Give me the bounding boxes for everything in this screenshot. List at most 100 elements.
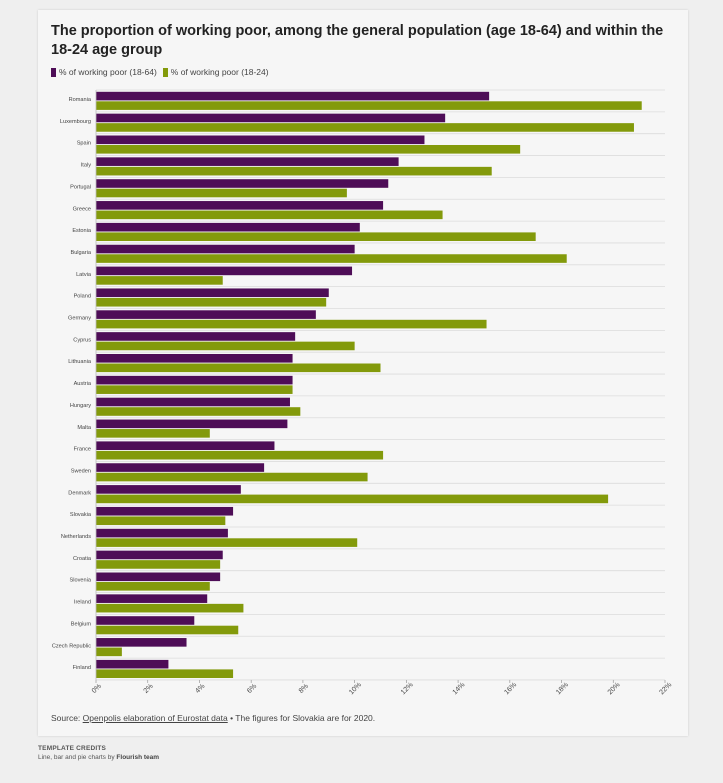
bar-18-64[interactable] — [96, 244, 355, 254]
bar-18-24[interactable] — [96, 450, 384, 460]
category-label: Bulgaria — [70, 250, 91, 256]
bar-18-24[interactable] — [96, 276, 223, 285]
bar-18-64[interactable] — [96, 157, 399, 166]
bar-18-24[interactable] — [96, 625, 239, 635]
category-label: Croatia — [73, 556, 92, 562]
credits-author[interactable]: Flourish team — [116, 754, 160, 761]
category-label: Luxembourg — [60, 119, 91, 125]
bar-18-24[interactable] — [96, 560, 221, 569]
bar-18-24[interactable] — [96, 254, 567, 263]
credits-prefix: Line, bar and pie charts by — [38, 754, 117, 761]
category-label: Austria — [74, 381, 92, 387]
category-label: Italy — [81, 163, 91, 169]
bar-18-24[interactable] — [96, 145, 521, 154]
bar-18-24[interactable] — [96, 123, 634, 132]
category-label: Spain — [77, 141, 91, 147]
category-label: Estonia — [72, 228, 92, 234]
bar-18-64[interactable] — [96, 332, 296, 341]
bar-18-64[interactable] — [96, 572, 221, 582]
bar-18-24[interactable] — [96, 669, 234, 678]
bar-18-64[interactable] — [96, 179, 389, 188]
bar-18-24[interactable] — [96, 385, 293, 394]
bar-18-64[interactable] — [96, 463, 265, 472]
category-label: Lithuania — [68, 359, 92, 365]
bar-18-24[interactable] — [96, 494, 609, 504]
bar-18-24[interactable] — [96, 582, 210, 591]
bar-18-64[interactable] — [96, 135, 425, 145]
bar-18-64[interactable] — [96, 550, 223, 560]
bar-18-24[interactable] — [96, 472, 368, 482]
bar-18-24[interactable] — [96, 188, 347, 198]
bar-18-64[interactable] — [96, 659, 169, 669]
source-footnote: • The figures for Slovakia are for 2020. — [227, 713, 376, 723]
legend-item-18-64[interactable]: % of working poor (18-64) — [51, 67, 157, 77]
credits-line: Line, bar and pie charts by Flourish tea… — [38, 753, 159, 762]
bar-18-24[interactable] — [96, 166, 492, 176]
bar-18-64[interactable] — [96, 375, 293, 385]
category-label: Slovakia — [70, 512, 92, 518]
bar-18-64[interactable] — [96, 397, 290, 407]
source-link[interactable]: Openpolis elaboration of Eurostat data — [82, 713, 228, 723]
x-tick-label: 12% — [400, 681, 415, 696]
legend: % of working poor (18-64) % of working p… — [51, 67, 269, 77]
category-label: Denmark — [68, 490, 91, 496]
bar-chart: Romania Luxembourg Spain Italy Portugal Greec… — [52, 89, 674, 696]
legend-item-18-24[interactable]: % of working poor (18-24) — [162, 67, 269, 77]
bar-18-64[interactable] — [96, 419, 288, 429]
bar-18-64[interactable] — [96, 638, 187, 647]
bar-18-64[interactable] — [96, 506, 234, 516]
legend-swatch-18-64 — [51, 67, 56, 77]
x-tick-label: 16% — [503, 681, 518, 696]
category-label: Finland — [73, 665, 91, 671]
bar-18-24[interactable] — [96, 319, 487, 329]
legend-label-18-64: % of working poor (18-64) — [59, 67, 157, 77]
bar-18-24[interactable] — [96, 516, 226, 526]
bar-18-64[interactable] — [96, 113, 446, 123]
bar-18-64[interactable] — [96, 91, 490, 101]
category-label: Latvia — [76, 272, 92, 278]
category-label: Malta — [77, 425, 92, 431]
category-label: Netherlands — [61, 534, 91, 540]
category-label: France — [74, 447, 91, 453]
bar-18-64[interactable] — [96, 222, 360, 232]
template-credits: TEMPLATE CREDITS Line, bar and pie chart… — [38, 744, 159, 762]
bar-18-24[interactable] — [96, 363, 381, 373]
bar-18-24[interactable] — [96, 647, 122, 657]
chart-card: The proportion of working poor, among th… — [38, 10, 688, 736]
bar-18-24[interactable] — [96, 210, 443, 220]
x-tick-label: 2% — [143, 683, 155, 695]
bar-18-64[interactable] — [96, 266, 353, 276]
bar-18-64[interactable] — [96, 201, 384, 210]
category-label: Belgium — [71, 621, 92, 627]
bar-18-64[interactable] — [96, 485, 241, 494]
bar-18-64[interactable] — [96, 310, 316, 319]
bar-18-24[interactable] — [96, 429, 210, 438]
chart-title: The proportion of working poor, among th… — [51, 23, 664, 58]
bar-18-64[interactable] — [96, 288, 329, 298]
bar-18-24[interactable] — [96, 232, 536, 241]
category-label: Ireland — [74, 600, 91, 606]
category-label: Sweden — [71, 468, 91, 474]
x-tick-label: 20% — [607, 681, 622, 696]
bar-18-24[interactable] — [96, 407, 301, 416]
bar-18-64[interactable] — [96, 528, 228, 538]
source-note: Source: Openpolis elaboration of Eurosta… — [51, 713, 375, 723]
legend-label-18-24: % of working poor (18-24) — [170, 67, 269, 77]
x-tick-label: 18% — [555, 681, 570, 696]
x-tick-label: 22% — [659, 681, 674, 696]
bar-18-24[interactable] — [96, 101, 642, 110]
x-tick-label: 8% — [298, 683, 310, 695]
bar-18-24[interactable] — [96, 297, 327, 307]
x-tick-label: 0% — [91, 683, 103, 695]
bar-18-24[interactable] — [96, 603, 244, 613]
x-tick-label: 14% — [452, 681, 467, 696]
category-label: Portugal — [70, 184, 91, 190]
category-label: Greece — [73, 206, 91, 212]
bar-18-64[interactable] — [96, 616, 195, 625]
bar-18-24[interactable] — [96, 538, 358, 547]
bar-18-64[interactable] — [96, 594, 208, 603]
category-label: Slovenia — [70, 578, 92, 584]
bar-18-64[interactable] — [96, 441, 275, 450]
bar-18-24[interactable] — [96, 341, 355, 351]
bar-18-64[interactable] — [96, 354, 293, 363]
